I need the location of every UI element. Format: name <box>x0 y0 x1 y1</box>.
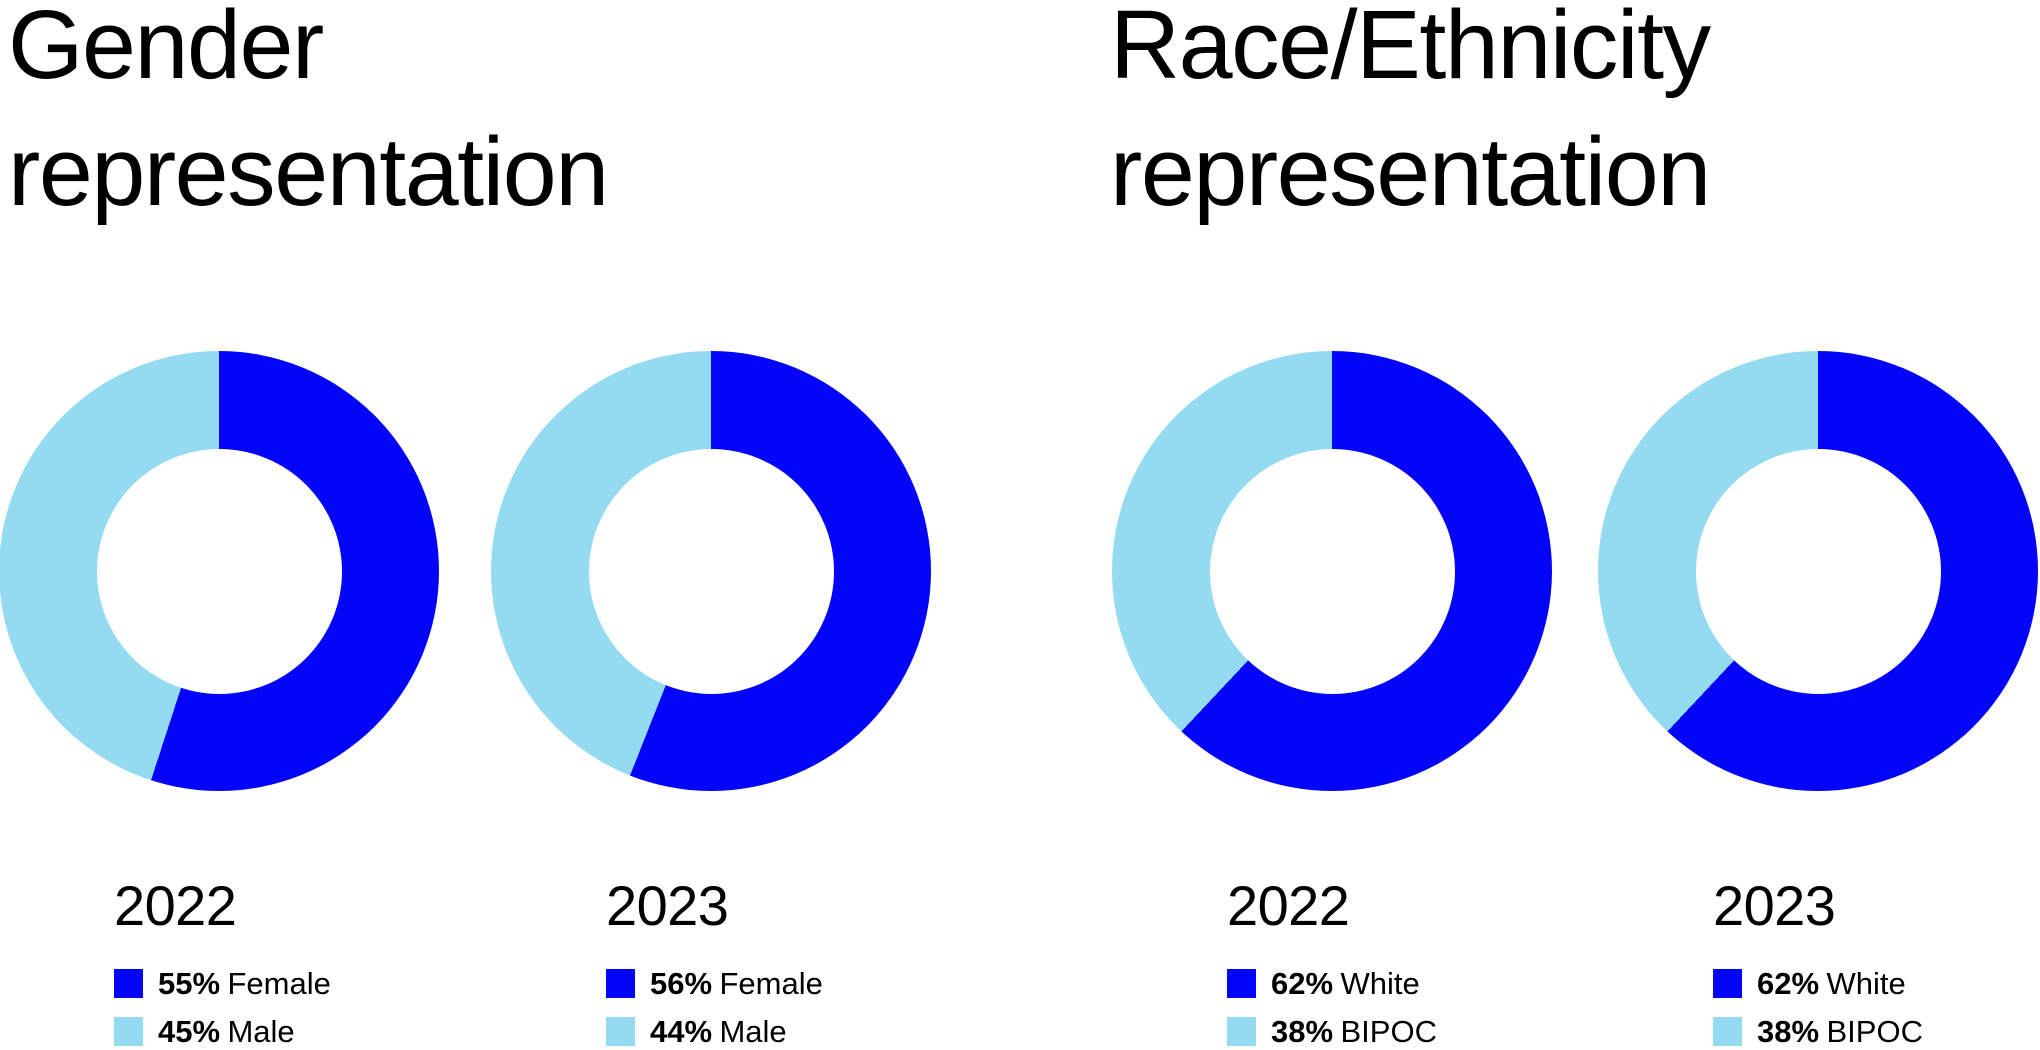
legend-percent: 45% <box>158 1013 221 1049</box>
legend-percent: 44% <box>650 1013 713 1049</box>
legend-row: 45% Male <box>114 1016 331 1047</box>
legend-percent: 38% <box>1271 1013 1334 1049</box>
legend-entry: 56% Female <box>650 968 823 999</box>
legend-label: Female <box>227 965 331 1001</box>
legend-swatch <box>1227 1016 1256 1046</box>
donut-chart <box>491 351 931 791</box>
legend-label: BIPOC <box>1340 1013 1437 1049</box>
legend-entry: 55% Female <box>158 968 331 999</box>
legend-label: Female <box>719 965 823 1001</box>
legend: 56% Female 44% Male <box>606 968 823 1050</box>
legend-percent: 62% <box>1757 965 1820 1001</box>
legend-percent: 56% <box>650 965 713 1001</box>
legend-label: White <box>1340 965 1420 1001</box>
legend-swatch <box>114 1016 143 1046</box>
year-label: 2022 <box>114 874 237 937</box>
chart-block-gender-2022: 2022 55% Female 45% Male <box>0 351 439 1050</box>
legend-swatch <box>606 1016 635 1046</box>
legend: 62% White 38% BIPOC <box>1713 968 1923 1050</box>
legend-label: BIPOC <box>1826 1013 1923 1049</box>
legend-percent: 55% <box>158 965 221 1001</box>
legend-percent: 38% <box>1757 1013 1820 1049</box>
donut-chart <box>1112 351 1552 791</box>
legend-label: Male <box>227 1013 295 1049</box>
legend-row: 38% BIPOC <box>1227 1016 1437 1047</box>
year-label: 2023 <box>1713 874 1836 937</box>
legend-row: 55% Female <box>114 968 331 999</box>
legend-entry: 38% BIPOC <box>1757 1016 1923 1047</box>
legend-row: 62% White <box>1227 968 1437 999</box>
legend: 55% Female 45% Male <box>114 968 331 1050</box>
legend-row: 56% Female <box>606 968 823 999</box>
legend-entry: 44% Male <box>650 1016 787 1047</box>
legend-entry: 62% White <box>1271 968 1420 999</box>
legend-swatch <box>1227 968 1256 998</box>
chart-block-race-2023: 2023 62% White 38% BIPOC <box>1598 351 2038 1050</box>
year-label: 2022 <box>1227 874 1350 937</box>
section-title-gender: Gender representation <box>8 0 609 227</box>
legend-swatch <box>114 968 143 998</box>
legend-entry: 45% Male <box>158 1016 295 1047</box>
year-label: 2023 <box>606 874 729 937</box>
legend-swatch <box>606 968 635 998</box>
donut-chart <box>0 351 439 791</box>
legend-percent: 62% <box>1271 965 1334 1001</box>
legend-entry: 62% White <box>1757 968 1906 999</box>
legend-row: 62% White <box>1713 968 1923 999</box>
legend-row: 38% BIPOC <box>1713 1016 1923 1047</box>
legend-entry: 38% BIPOC <box>1271 1016 1437 1047</box>
legend: 62% White 38% BIPOC <box>1227 968 1437 1050</box>
section-title-race-ethnicity: Race/Ethnicity representation <box>1110 0 1711 227</box>
chart-block-gender-2023: 2023 56% Female 44% Male <box>491 351 931 1050</box>
legend-label: Male <box>719 1013 787 1049</box>
legend-swatch <box>1713 968 1742 998</box>
donut-chart <box>1598 351 2038 791</box>
chart-block-race-2022: 2022 62% White 38% BIPOC <box>1112 351 1552 1050</box>
legend-swatch <box>1713 1016 1742 1046</box>
legend-label: White <box>1826 965 1906 1001</box>
legend-row: 44% Male <box>606 1016 823 1047</box>
